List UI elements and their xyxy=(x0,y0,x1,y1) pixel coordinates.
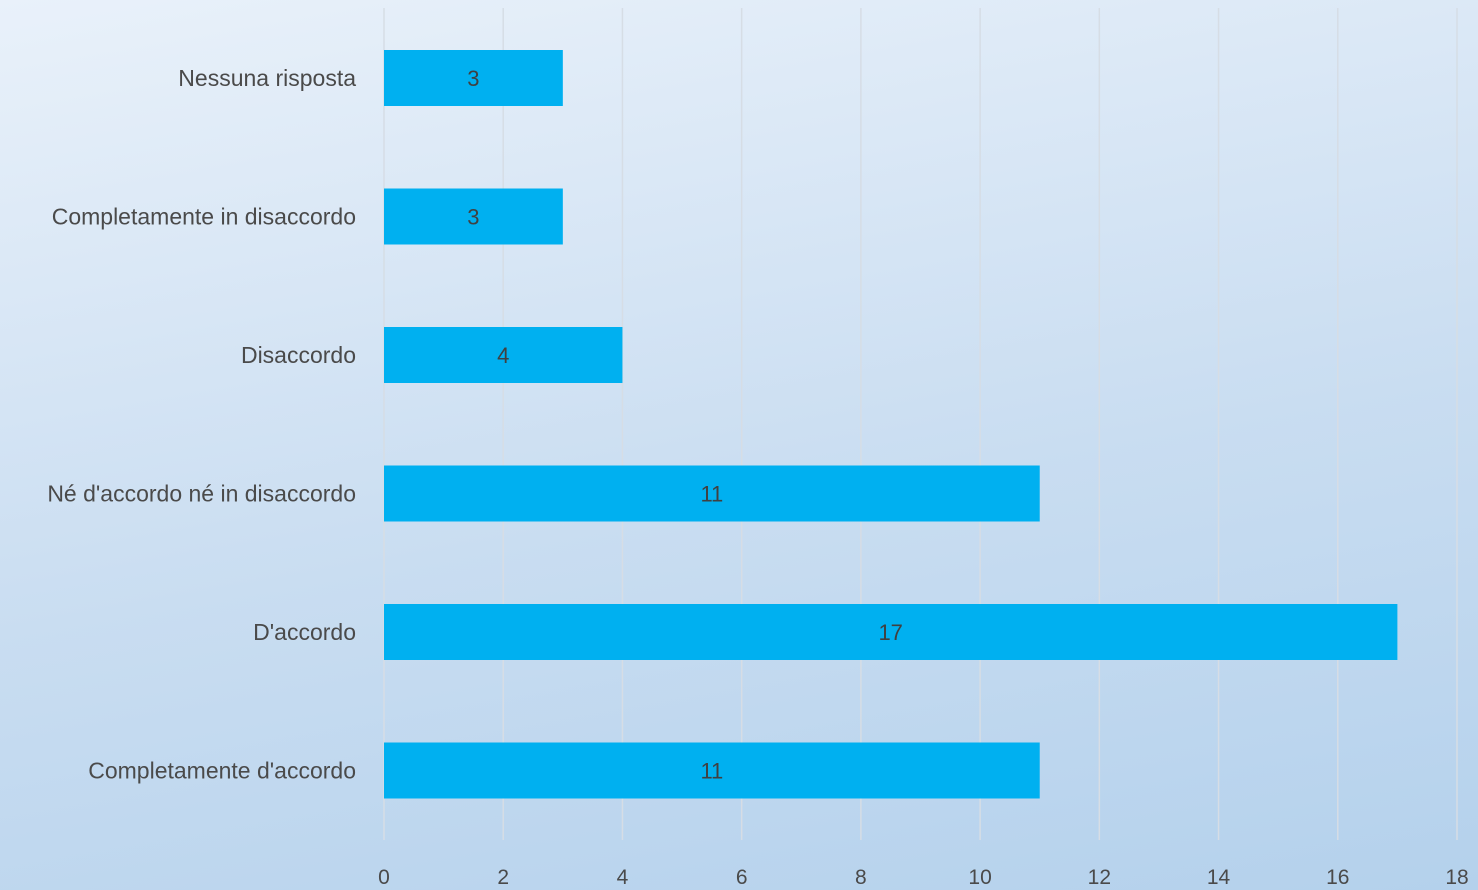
x-tick-label: 6 xyxy=(736,866,748,889)
x-axis-tick-labels: 0 2 4 6 8 10 12 14 16 18 xyxy=(378,866,1469,889)
data-label: 3 xyxy=(467,66,479,91)
category-label: Completamente in disaccordo xyxy=(52,204,356,230)
x-tick-label: 14 xyxy=(1207,866,1231,889)
data-label: 11 xyxy=(700,759,723,784)
gridlines xyxy=(383,8,1458,840)
bars xyxy=(384,50,1398,799)
x-tick-label: 12 xyxy=(1088,866,1111,889)
data-label: 17 xyxy=(878,620,902,645)
category-labels: Nessuna risposta Completamente in disacco… xyxy=(47,65,356,784)
bar xyxy=(384,604,1398,660)
category-label: D'accordo xyxy=(253,619,356,645)
x-tick-label: 0 xyxy=(378,866,390,889)
data-labels: 3 3 4 11 17 11 xyxy=(467,66,903,784)
bar xyxy=(384,50,563,106)
x-tick-label: 8 xyxy=(855,866,867,889)
data-label: 4 xyxy=(497,343,509,368)
bar xyxy=(384,327,623,383)
bar xyxy=(384,188,563,245)
category-label: Nessuna risposta xyxy=(178,65,356,91)
category-label: Né d'accordo né in disaccordo xyxy=(47,481,356,507)
x-tick-label: 10 xyxy=(968,866,991,889)
category-label: Disaccordo xyxy=(241,342,356,368)
x-tick-label: 2 xyxy=(497,866,509,889)
category-label: Completamente d'accordo xyxy=(88,758,356,784)
x-tick-label: 18 xyxy=(1445,866,1468,889)
x-tick-label: 4 xyxy=(617,866,629,889)
data-label: 11 xyxy=(700,482,723,507)
x-tick-label: 16 xyxy=(1326,866,1349,889)
bar xyxy=(384,465,1040,522)
bar xyxy=(384,742,1040,799)
data-label: 3 xyxy=(467,205,479,230)
